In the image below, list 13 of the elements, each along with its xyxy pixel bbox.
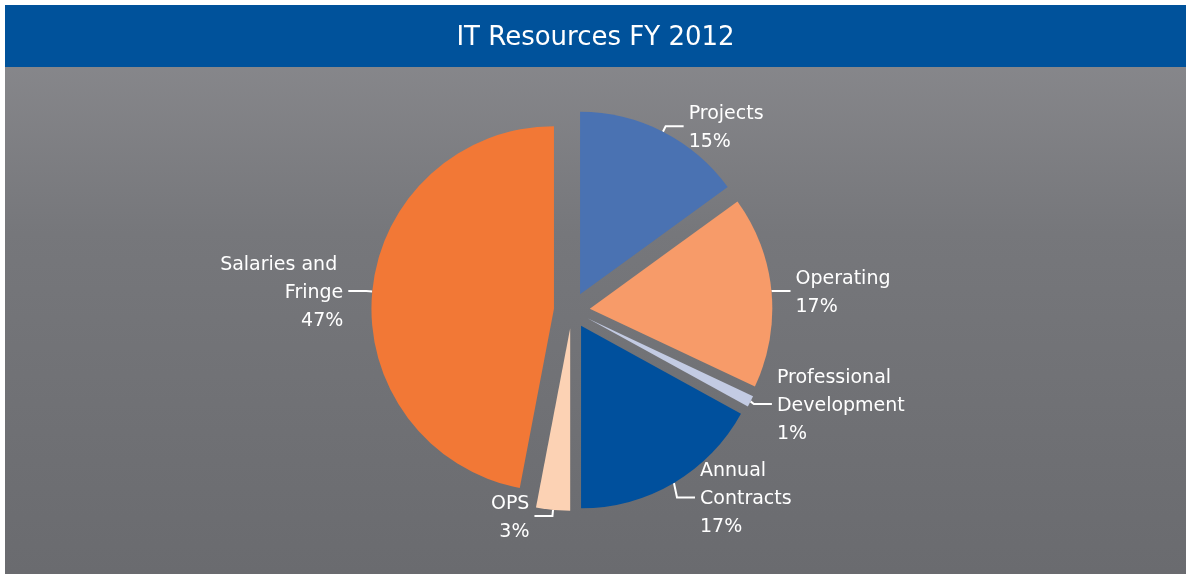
data-label: 47%	[301, 307, 344, 330]
data-label: 3%	[499, 518, 530, 541]
slice-label: Annual Contracts	[700, 458, 792, 509]
slice-label: OPS	[490, 490, 530, 513]
data-label: 15%	[688, 129, 731, 152]
data-label: 1%	[776, 421, 808, 444]
slice-label: Projects	[688, 101, 764, 124]
chart-title: IT Resources FY 2012	[5, 5, 1186, 67]
slice-label: Operating	[795, 265, 891, 288]
data-label: 17%	[795, 293, 838, 316]
slice-label: Salaries and Fringe	[220, 251, 344, 302]
slice-label: Professional Development	[776, 365, 905, 416]
data-label: 17%	[700, 514, 743, 537]
